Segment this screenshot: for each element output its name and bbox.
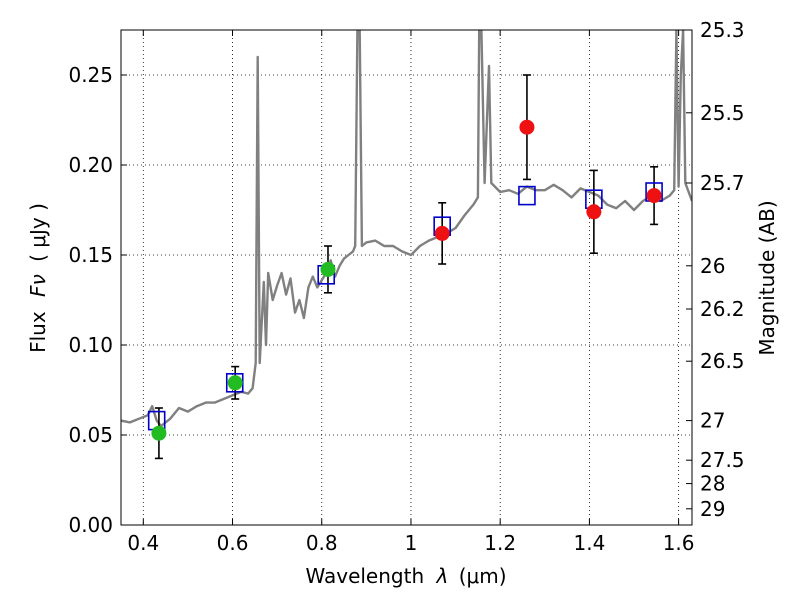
y2-tick-label: 26.5: [700, 349, 745, 373]
grid: [121, 30, 692, 526]
observed-points: [151, 119, 662, 441]
model-point: [225, 372, 244, 393]
y-tick-label: 0.25: [68, 63, 113, 87]
y2-tick-label: 28: [700, 472, 725, 496]
x-tick-label: 0.4: [127, 531, 159, 555]
y-ticks: 0.00 0.05 0.10 0.15 0.20 0.25: [68, 63, 127, 537]
y2-tick-label: 26.2: [700, 297, 745, 321]
observed-point: [586, 204, 602, 220]
x-tick-label: 1.2: [484, 531, 516, 555]
y-tick-label: 0.20: [68, 153, 113, 177]
y2-tick-label: 25.3: [700, 18, 745, 42]
y2-axis-label: Magnitude (AB): [755, 200, 779, 355]
y2-tick-label: 29: [700, 497, 725, 521]
y-tick-label: 0.05: [68, 423, 113, 447]
spectrum-path: [121, 30, 692, 428]
error-bars: [154, 74, 659, 460]
spectrum-line: [121, 30, 692, 428]
y2-tick-label: 26: [700, 254, 725, 278]
x-tick-label: 0.8: [306, 531, 338, 555]
y2-tick-label: 27.5: [700, 448, 745, 472]
observed-point: [227, 375, 243, 391]
y-tick-label: 0.10: [68, 333, 113, 357]
model-points: [147, 182, 663, 431]
plot-frame: [120, 29, 693, 526]
x-axis-label: Wavelength λ (μm): [305, 564, 506, 588]
y-axis-label: Flux Fν ( μJy ): [26, 203, 50, 353]
x-tick-label: 1: [405, 531, 418, 555]
y-tick-label: 0.00: [68, 513, 113, 537]
x-tick-label: 1.6: [663, 531, 695, 555]
observed-point: [434, 225, 450, 241]
model-point: [518, 185, 536, 206]
y2-tick-label: 25.7: [700, 171, 745, 195]
observed-point: [646, 188, 662, 204]
y2-tick-label: 27: [700, 409, 725, 433]
observed-point: [320, 261, 336, 277]
x-tick-label: 0.6: [217, 531, 249, 555]
x-ticks: 0.4 0.6 0.8 1 1.2 1.4 1.6: [127, 30, 695, 555]
x-tick-label: 1.4: [573, 531, 605, 555]
observed-point: [519, 119, 535, 135]
observed-point: [151, 425, 167, 441]
y2-tick-label: 25.5: [700, 101, 745, 125]
y-tick-label: 0.15: [68, 243, 113, 267]
